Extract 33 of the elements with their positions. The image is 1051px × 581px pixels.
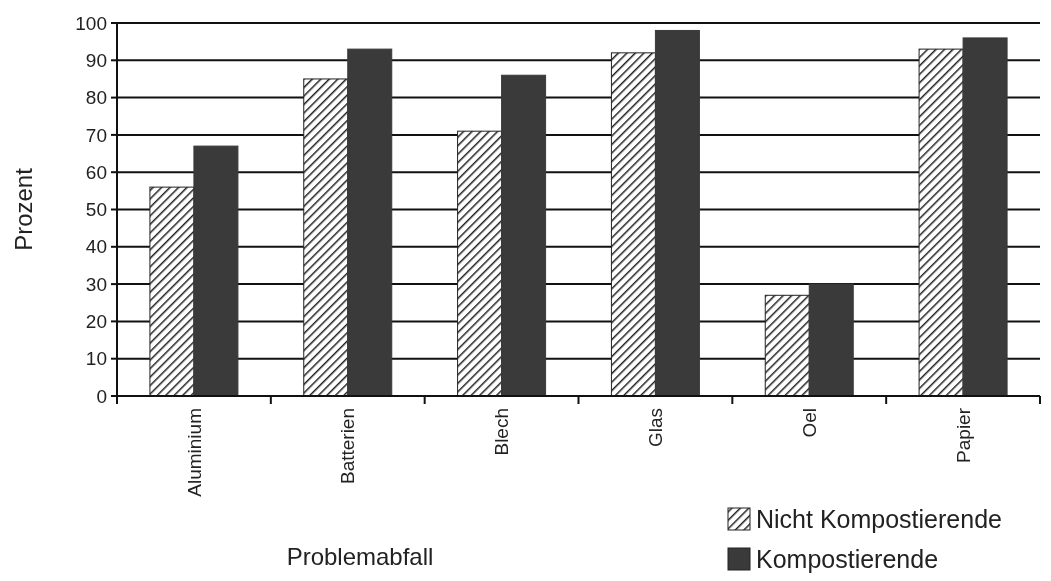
bar: [918, 48, 964, 397]
x-tick-label: Oel: [798, 408, 820, 438]
y-tick-label: 0: [96, 385, 107, 407]
x-tick-label: Blech: [491, 408, 513, 456]
bar: [764, 294, 810, 397]
y-tick-label: 50: [85, 199, 107, 221]
bar: [193, 145, 239, 397]
y-tick-label: 20: [85, 311, 107, 333]
y-tick-label: 70: [85, 124, 107, 146]
y-tick-label: 30: [85, 273, 107, 295]
bar: [347, 48, 393, 397]
y-tick-label: 80: [85, 87, 107, 109]
y-tick-label: 90: [85, 49, 107, 71]
y-tick-label: 40: [85, 236, 107, 258]
bar: [457, 130, 503, 397]
x-tick-label: Aluminium: [183, 408, 205, 497]
bar: [303, 78, 349, 397]
bar: [962, 37, 1008, 397]
y-axis-title: Prozent: [10, 167, 37, 251]
bar: [808, 283, 854, 397]
bar: [501, 74, 547, 397]
x-tick-label: Papier: [952, 407, 974, 463]
y-tick-label: 10: [85, 348, 107, 370]
legend-label: Kompostierende: [756, 544, 939, 573]
y-tick-label: 60: [85, 161, 107, 183]
legend-label: Nicht Kompostierende: [756, 504, 1002, 533]
bar: [149, 186, 195, 397]
x-tick-label: Glas: [645, 408, 667, 448]
x-tick-label: Batterien: [337, 408, 359, 485]
bar: [610, 52, 656, 397]
y-tick-label: 100: [75, 12, 107, 34]
bar: [654, 29, 700, 397]
x-axis-title: Problemabfall: [286, 543, 434, 570]
